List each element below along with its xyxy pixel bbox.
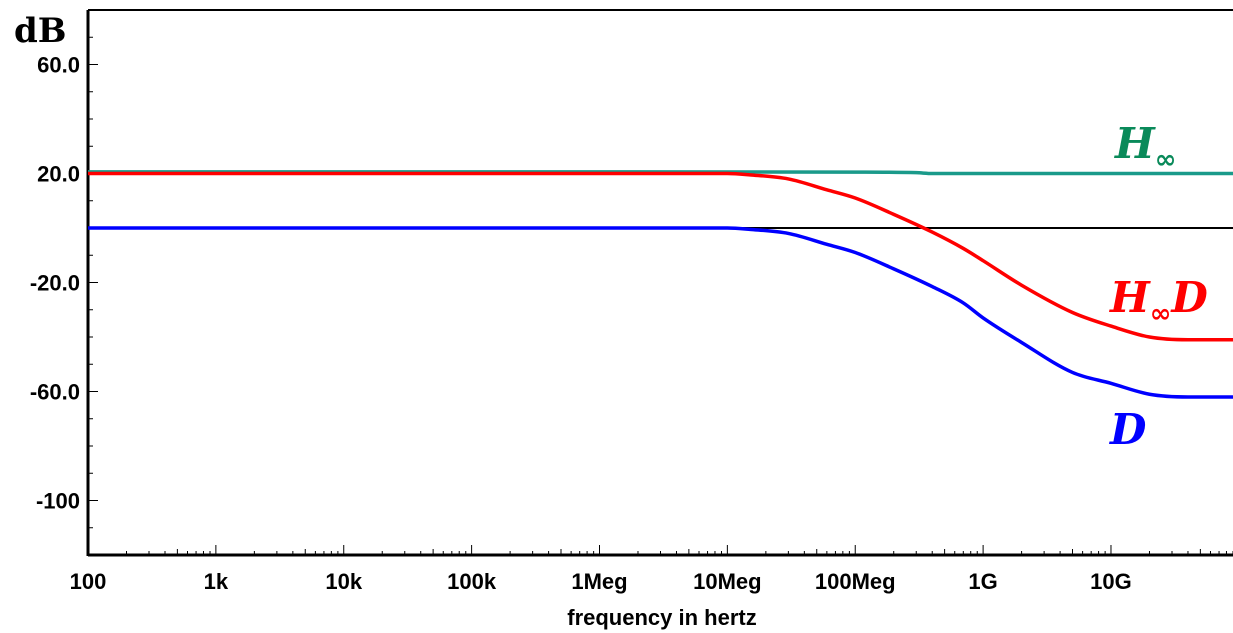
- x-tick-label: 1k: [204, 569, 229, 594]
- y-tick-label: 60.0: [37, 53, 80, 78]
- x-tick-label: 100k: [447, 569, 497, 594]
- x-tick-label: 1G: [968, 569, 997, 594]
- x-axis-label: frequency in hertz: [567, 605, 756, 630]
- x-tick-label: 100Meg: [815, 569, 896, 594]
- series-label: H∞D: [1109, 273, 1208, 329]
- x-tick-label: 100: [70, 569, 107, 594]
- series-label: H∞: [1114, 119, 1176, 175]
- y-axis-label: dB: [14, 11, 67, 51]
- x-tick-label: 10G: [1090, 569, 1132, 594]
- series-line: [88, 226, 1233, 399]
- y-tick-label: -100: [36, 489, 80, 514]
- series-label: D: [1109, 405, 1147, 454]
- x-tick-label: 10k: [325, 569, 362, 594]
- y-tick-label: 20.0: [37, 162, 80, 187]
- y-tick-label: -60.0: [30, 380, 80, 405]
- series-line: [87, 171, 1233, 342]
- x-tick-label: 10Meg: [693, 569, 761, 594]
- x-tick-label: 1Meg: [571, 569, 627, 594]
- y-tick-label: -20.0: [30, 271, 80, 296]
